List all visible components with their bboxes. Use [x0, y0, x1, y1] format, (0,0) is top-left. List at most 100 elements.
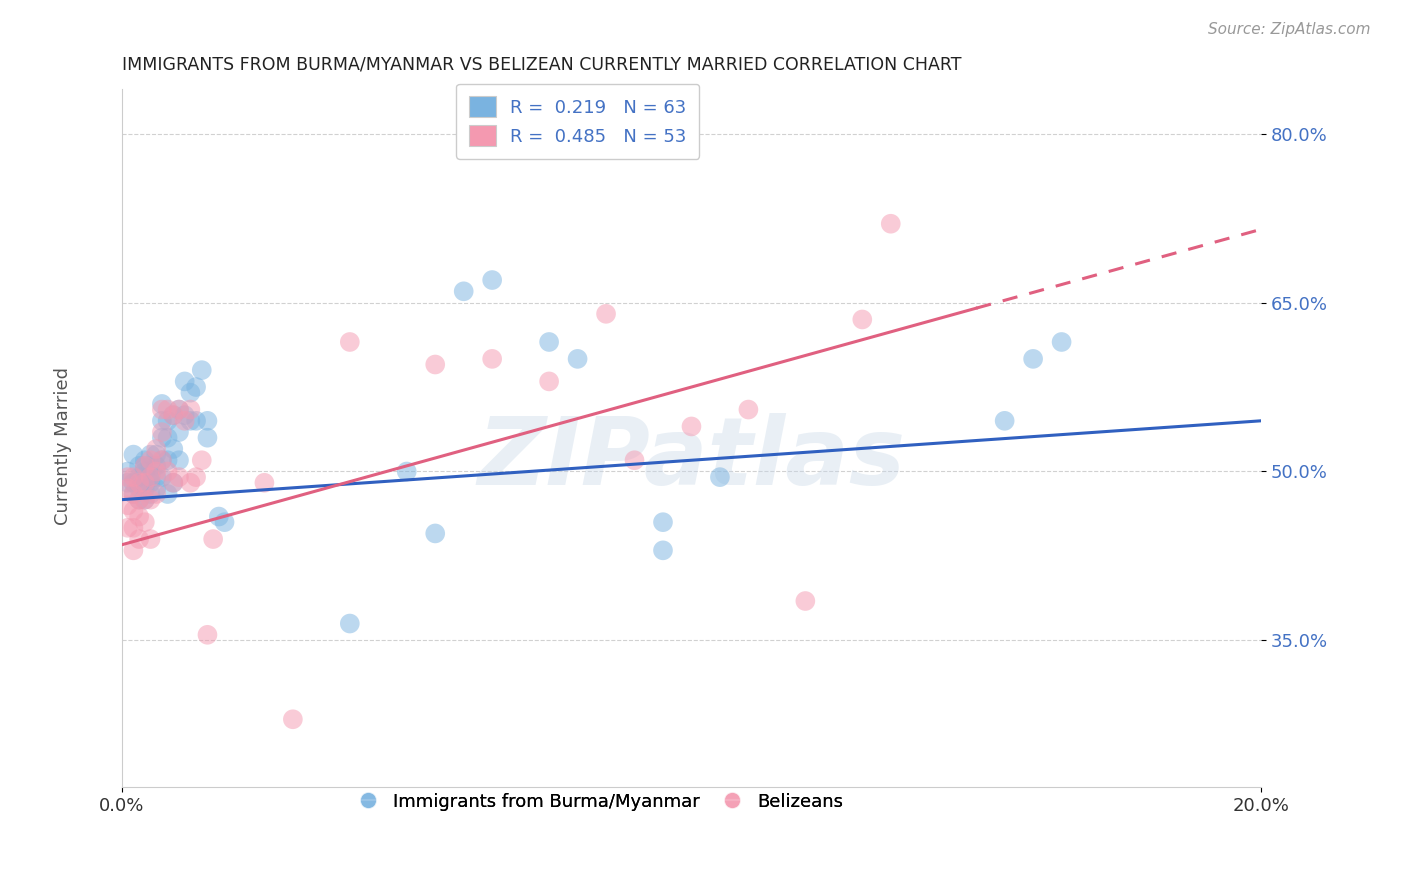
Point — [139, 475, 162, 490]
Point — [179, 385, 201, 400]
Point — [145, 448, 167, 462]
Point — [162, 475, 184, 490]
Point — [652, 515, 675, 529]
Point — [173, 408, 195, 422]
Point — [139, 532, 162, 546]
Point — [150, 453, 173, 467]
Point — [179, 475, 201, 490]
Legend: Immigrants from Burma/Myanmar, Belizeans: Immigrants from Burma/Myanmar, Belizeans — [349, 783, 852, 820]
Point — [156, 431, 179, 445]
Point — [122, 487, 145, 501]
Point — [481, 351, 503, 366]
Point — [197, 431, 219, 445]
Point — [184, 380, 207, 394]
Point — [122, 487, 145, 501]
Point — [150, 397, 173, 411]
Point — [139, 487, 162, 501]
Point — [652, 543, 675, 558]
Point — [117, 498, 139, 512]
Point — [128, 492, 150, 507]
Point — [709, 470, 731, 484]
Point — [173, 414, 195, 428]
Point — [150, 431, 173, 445]
Point — [128, 458, 150, 473]
Point — [567, 351, 589, 366]
Point — [425, 358, 447, 372]
Point — [162, 408, 184, 422]
Point — [595, 307, 617, 321]
Point — [184, 470, 207, 484]
Point — [162, 442, 184, 456]
Point — [145, 482, 167, 496]
Point — [122, 448, 145, 462]
Point — [150, 425, 173, 439]
Point — [139, 492, 162, 507]
Point — [162, 475, 184, 490]
Text: Source: ZipAtlas.com: Source: ZipAtlas.com — [1208, 22, 1371, 37]
Point — [139, 453, 162, 467]
Point — [851, 312, 873, 326]
Point — [173, 375, 195, 389]
Point — [145, 442, 167, 456]
Point — [134, 492, 156, 507]
Point — [156, 402, 179, 417]
Point — [184, 414, 207, 428]
Point — [156, 465, 179, 479]
Point — [794, 594, 817, 608]
Point — [162, 408, 184, 422]
Point — [139, 448, 162, 462]
Point — [202, 532, 225, 546]
Point — [1050, 334, 1073, 349]
Point — [538, 375, 561, 389]
Point — [128, 475, 150, 490]
Point — [145, 470, 167, 484]
Point — [150, 414, 173, 428]
Point — [134, 465, 156, 479]
Point — [122, 475, 145, 490]
Point — [453, 285, 475, 299]
Point — [179, 414, 201, 428]
Point — [197, 628, 219, 642]
Point — [134, 458, 156, 473]
Point — [117, 475, 139, 490]
Point — [134, 515, 156, 529]
Point — [994, 414, 1017, 428]
Point — [122, 470, 145, 484]
Point — [122, 504, 145, 518]
Point — [128, 482, 150, 496]
Point — [150, 453, 173, 467]
Point — [1022, 351, 1045, 366]
Point — [150, 470, 173, 484]
Point — [117, 521, 139, 535]
Point — [139, 458, 162, 473]
Point — [737, 402, 759, 417]
Point — [156, 414, 179, 428]
Point — [134, 458, 156, 473]
Point — [538, 334, 561, 349]
Point — [145, 465, 167, 479]
Point — [481, 273, 503, 287]
Point — [167, 453, 190, 467]
Point — [128, 509, 150, 524]
Point — [122, 543, 145, 558]
Text: Currently Married: Currently Married — [55, 367, 72, 525]
Text: IMMIGRANTS FROM BURMA/MYANMAR VS BELIZEAN CURRENTLY MARRIED CORRELATION CHART: IMMIGRANTS FROM BURMA/MYANMAR VS BELIZEA… — [122, 55, 962, 73]
Point — [880, 217, 903, 231]
Point — [167, 425, 190, 439]
Point — [117, 470, 139, 484]
Point — [156, 487, 179, 501]
Point — [139, 470, 162, 484]
Point — [117, 465, 139, 479]
Point — [128, 470, 150, 484]
Point — [128, 532, 150, 546]
Point — [339, 334, 361, 349]
Point — [134, 492, 156, 507]
Point — [191, 453, 214, 467]
Point — [134, 482, 156, 496]
Point — [139, 470, 162, 484]
Point — [134, 475, 156, 490]
Point — [145, 487, 167, 501]
Point — [134, 475, 156, 490]
Point — [156, 453, 179, 467]
Point — [281, 712, 304, 726]
